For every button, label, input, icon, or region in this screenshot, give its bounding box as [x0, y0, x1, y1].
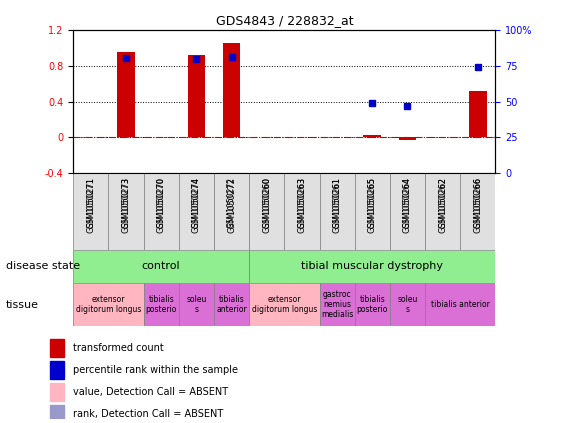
Bar: [50, 383, 64, 401]
FancyBboxPatch shape: [425, 283, 495, 326]
FancyBboxPatch shape: [320, 283, 355, 326]
FancyBboxPatch shape: [73, 250, 249, 283]
FancyBboxPatch shape: [390, 283, 425, 326]
FancyBboxPatch shape: [179, 283, 214, 326]
Text: GSM1050270: GSM1050270: [157, 177, 166, 228]
FancyBboxPatch shape: [249, 173, 284, 250]
Text: extensor
digitorum longus: extensor digitorum longus: [252, 295, 317, 314]
Text: GSM1050266: GSM1050266: [473, 177, 482, 233]
FancyBboxPatch shape: [249, 283, 320, 326]
FancyBboxPatch shape: [179, 173, 214, 250]
Text: GSM1050274: GSM1050274: [192, 177, 201, 233]
Text: GSM1050264: GSM1050264: [403, 177, 412, 233]
Text: rank, Detection Call = ABSENT: rank, Detection Call = ABSENT: [73, 409, 223, 419]
FancyBboxPatch shape: [73, 283, 144, 326]
FancyBboxPatch shape: [425, 173, 461, 250]
Text: disease state: disease state: [6, 261, 80, 272]
Text: GSM1050260: GSM1050260: [262, 177, 271, 228]
Text: extensor
digitorum longus: extensor digitorum longus: [75, 295, 141, 314]
Text: GSM1050263: GSM1050263: [297, 177, 306, 233]
Bar: [50, 405, 64, 423]
Bar: [469, 91, 486, 137]
FancyBboxPatch shape: [284, 173, 320, 250]
Text: value, Detection Call = ABSENT: value, Detection Call = ABSENT: [73, 387, 227, 397]
Text: GSM1050273: GSM1050273: [122, 177, 131, 228]
Text: tibial muscular dystrophy: tibial muscular dystrophy: [301, 261, 443, 272]
FancyBboxPatch shape: [355, 283, 390, 326]
Text: GSM1050261: GSM1050261: [333, 177, 342, 228]
FancyBboxPatch shape: [355, 173, 390, 250]
Text: control: control: [142, 261, 181, 272]
FancyBboxPatch shape: [144, 283, 179, 326]
Text: transformed count: transformed count: [73, 343, 163, 353]
Text: gastroc
nemius
medialis: gastroc nemius medialis: [321, 290, 354, 319]
Text: GSM1050273: GSM1050273: [122, 177, 131, 233]
Text: soleu
s: soleu s: [397, 295, 418, 314]
FancyBboxPatch shape: [461, 173, 495, 250]
Text: soleu
s: soleu s: [186, 295, 207, 314]
Text: GSM1050262: GSM1050262: [438, 177, 447, 228]
FancyBboxPatch shape: [249, 250, 495, 283]
FancyBboxPatch shape: [320, 173, 355, 250]
Text: GSM1050271: GSM1050271: [86, 177, 95, 233]
Text: GSM1050260: GSM1050260: [262, 177, 271, 233]
Text: tibialis
posterio: tibialis posterio: [356, 295, 388, 314]
Text: GSM1050272: GSM1050272: [227, 177, 236, 228]
Text: GSM1050264: GSM1050264: [403, 177, 412, 228]
Text: tibialis
posterio: tibialis posterio: [145, 295, 177, 314]
Text: GSM1050266: GSM1050266: [473, 177, 482, 228]
Text: GSM1050272: GSM1050272: [227, 177, 236, 233]
Text: GSM1050265: GSM1050265: [368, 177, 377, 228]
FancyBboxPatch shape: [144, 173, 179, 250]
Text: GSM1050271: GSM1050271: [86, 177, 95, 228]
FancyBboxPatch shape: [73, 173, 108, 250]
Text: GSM1050261: GSM1050261: [333, 177, 342, 233]
Bar: [50, 339, 64, 357]
FancyBboxPatch shape: [390, 173, 425, 250]
Text: GSM1050262: GSM1050262: [438, 177, 447, 233]
Text: GSM1050265: GSM1050265: [368, 177, 377, 233]
FancyBboxPatch shape: [214, 173, 249, 250]
Text: GSM1050263: GSM1050263: [297, 177, 306, 228]
Bar: [223, 43, 240, 137]
Bar: [187, 55, 205, 137]
Bar: [117, 52, 135, 137]
Bar: [50, 361, 64, 379]
FancyBboxPatch shape: [214, 283, 249, 326]
FancyBboxPatch shape: [108, 173, 144, 250]
Bar: [364, 135, 381, 137]
Text: GSM1050270: GSM1050270: [157, 177, 166, 233]
Title: GDS4843 / 228832_at: GDS4843 / 228832_at: [216, 14, 353, 27]
Text: percentile rank within the sample: percentile rank within the sample: [73, 365, 238, 375]
Text: GSM1050274: GSM1050274: [192, 177, 201, 228]
Text: tibialis
anterior: tibialis anterior: [216, 295, 247, 314]
Bar: [399, 137, 416, 140]
Text: tibialis anterior: tibialis anterior: [431, 300, 490, 309]
Text: tissue: tissue: [6, 299, 39, 310]
